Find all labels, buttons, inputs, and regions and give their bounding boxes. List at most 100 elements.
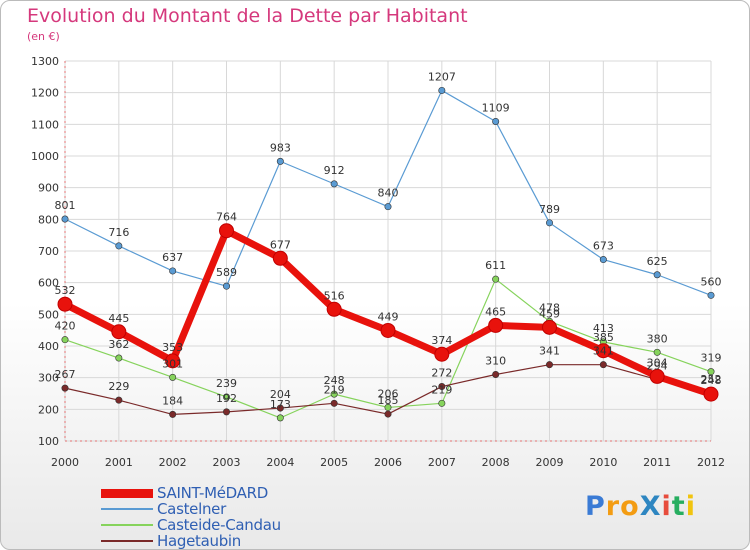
data-point	[330, 390, 338, 398]
data-point	[545, 219, 553, 227]
data-label: 673	[593, 240, 614, 253]
data-label: 248	[324, 374, 345, 387]
x-tick-label: 2002	[159, 456, 187, 469]
y-tick-label: 1300	[31, 55, 59, 68]
data-label: 625	[647, 255, 668, 268]
logo-letter: t	[671, 491, 686, 522]
data-label: 385	[593, 331, 614, 344]
data-point	[169, 267, 177, 275]
data-point	[545, 361, 553, 369]
legend-label-saint-medard: SAINT-MéDARD	[157, 483, 268, 502]
data-point	[438, 383, 446, 391]
x-tick-label: 2003	[213, 456, 241, 469]
data-point	[61, 384, 69, 392]
data-label: 374	[431, 334, 452, 347]
y-tick-label: 700	[38, 245, 59, 258]
logo-letter: o	[620, 491, 640, 522]
data-label: 413	[593, 322, 614, 335]
data-point	[169, 373, 177, 381]
data-point	[542, 319, 557, 335]
x-tick-label: 2010	[589, 456, 617, 469]
data-label: 304	[647, 356, 668, 369]
data-label: 445	[108, 312, 129, 325]
data-label: 637	[162, 251, 183, 264]
y-tick-label: 1200	[31, 87, 59, 100]
data-label: 478	[539, 301, 560, 314]
data-label: 185	[378, 394, 399, 407]
data-point	[169, 410, 177, 418]
data-point	[492, 117, 500, 125]
data-point	[276, 404, 284, 412]
legend-item-castelner[interactable]: Castelner	[101, 501, 281, 517]
logo-letter: P	[585, 491, 606, 522]
data-label: 459	[539, 307, 560, 320]
legend-swatch-castelner	[101, 508, 153, 510]
data-point	[595, 343, 611, 359]
data-point	[703, 386, 719, 402]
data-label: 173	[270, 398, 291, 411]
data-label: 184	[162, 394, 183, 407]
logo-letter: i	[661, 491, 672, 522]
data-label: 294	[647, 360, 668, 373]
legend-swatch-hagetaubin	[101, 540, 153, 542]
x-tick-label: 2009	[536, 456, 564, 469]
data-label: 589	[216, 266, 237, 279]
x-tick-label: 2012	[697, 456, 725, 469]
legend: SAINT-MéDARD Castelner Casteide-Candau H…	[101, 485, 281, 549]
data-label: 677	[270, 238, 291, 251]
legend-item-casteide-candau[interactable]: Casteide-Candau	[101, 517, 281, 533]
data-point	[707, 291, 715, 299]
data-point	[438, 86, 446, 94]
data-point	[276, 414, 284, 422]
data-label: 465	[485, 305, 506, 318]
x-tick-label: 2008	[482, 456, 510, 469]
proxiti-logo: ProXiti	[585, 491, 696, 522]
y-tick-label: 300	[38, 372, 59, 385]
data-point	[380, 322, 396, 338]
y-tick-label: 1100	[31, 118, 59, 131]
data-label: 983	[270, 141, 291, 154]
data-point	[438, 399, 446, 407]
legend-swatch-casteide-candau	[101, 524, 153, 526]
data-point	[492, 370, 500, 378]
legend-swatch-saint-medard	[101, 488, 153, 498]
data-point	[219, 223, 234, 239]
chart-title: Evolution du Montant de la Dette par Hab…	[27, 5, 468, 27]
logo-letter: X	[639, 491, 662, 522]
data-label: 789	[539, 203, 560, 216]
legend-item-hagetaubin[interactable]: Hagetaubin	[101, 533, 281, 549]
data-label: 353	[162, 341, 183, 354]
data-label: 252	[701, 373, 722, 386]
data-point	[111, 324, 127, 340]
data-point	[384, 203, 392, 211]
legend-label-casteide-candau: Casteide-Candau	[157, 515, 281, 534]
y-tick-label: 600	[38, 277, 59, 290]
data-label: 380	[647, 332, 668, 345]
y-tick-label: 200	[38, 403, 59, 416]
data-point	[434, 346, 450, 362]
y-tick-label: 500	[38, 308, 59, 321]
data-label: 204	[270, 388, 291, 401]
data-point	[653, 271, 661, 279]
data-label: 532	[55, 284, 76, 297]
data-point	[223, 393, 231, 401]
legend-item-saint-medard[interactable]: SAINT-MéDARD	[101, 485, 281, 501]
data-label: 516	[324, 289, 345, 302]
legend-label-hagetaubin: Hagetaubin	[157, 531, 241, 550]
data-label: 1207	[428, 70, 456, 83]
data-point	[330, 399, 338, 407]
data-point	[115, 396, 123, 404]
data-point	[165, 353, 181, 369]
data-point	[384, 410, 392, 418]
x-tick-label: 2006	[374, 456, 402, 469]
data-label: 341	[539, 345, 560, 358]
data-point	[223, 408, 231, 416]
data-point	[61, 215, 69, 223]
data-label: 301	[162, 357, 183, 370]
data-point	[272, 250, 288, 266]
data-point	[492, 275, 500, 283]
data-point	[61, 336, 69, 344]
y-tick-label: 100	[38, 435, 59, 448]
data-point	[115, 354, 123, 362]
